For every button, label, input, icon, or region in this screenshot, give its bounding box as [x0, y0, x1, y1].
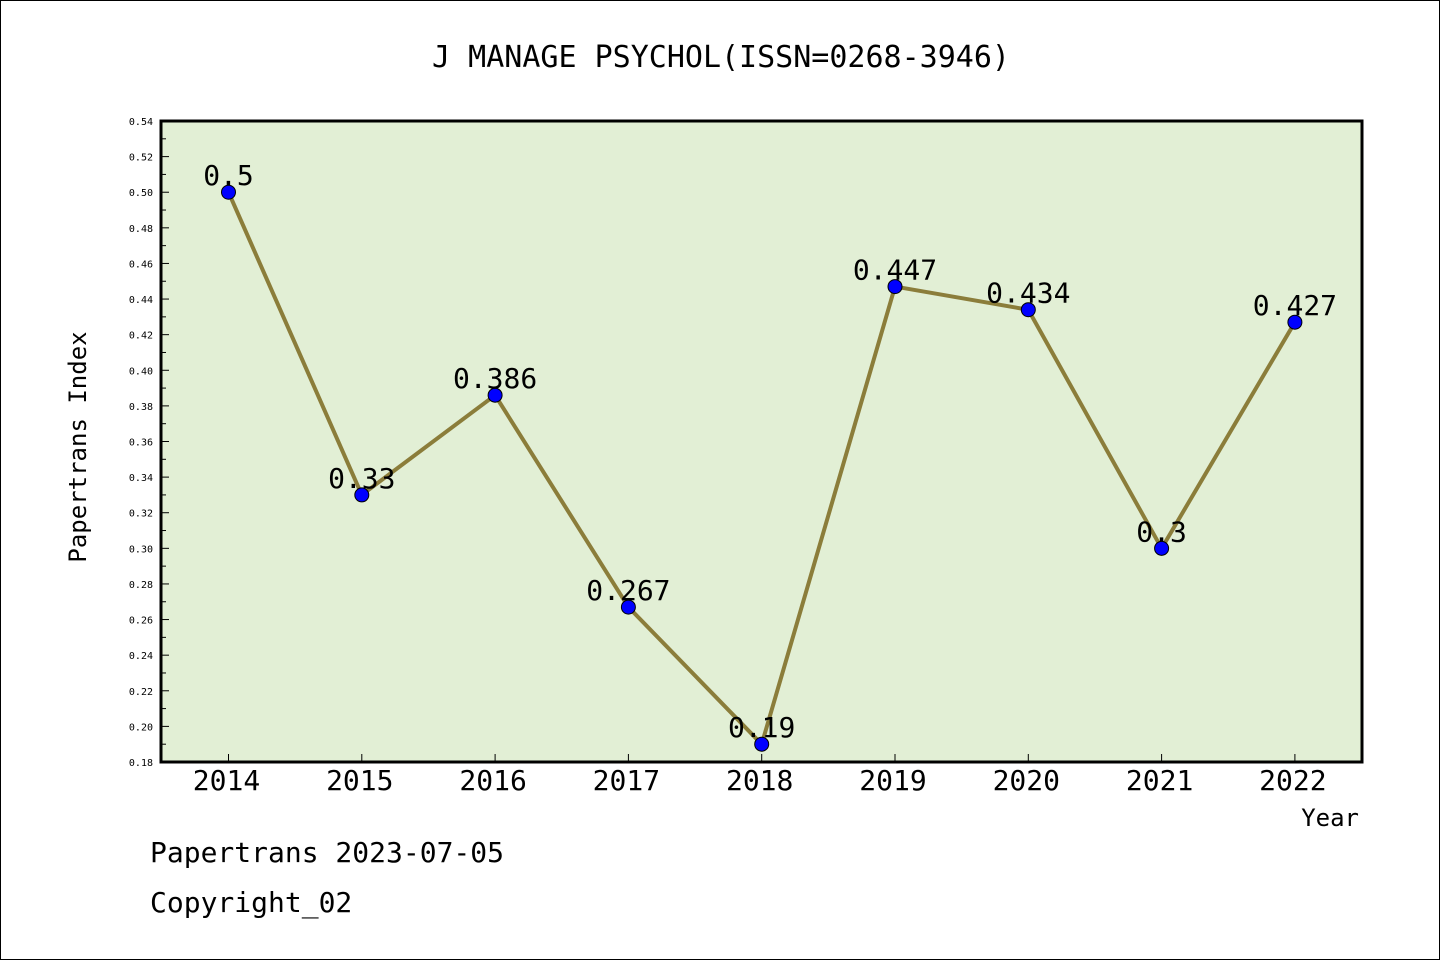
y-tick-label: 0.26 [129, 616, 153, 627]
x-tick-label: 2017 [593, 764, 660, 797]
x-tick-label: 2015 [326, 764, 393, 797]
y-tick-label: 0.24 [129, 651, 153, 662]
series-layer: 0.5 0.33 0.386 0.267 0.19 0.447 0.434 0.3 0.427 [203, 159, 1337, 752]
data-label: 0.386 [453, 362, 537, 395]
y-tick-label: 0.32 [129, 509, 153, 520]
y-tick-label: 0.50 [129, 188, 153, 199]
x-tick-label: 2014 [193, 764, 260, 797]
data-point [354, 487, 370, 503]
chart-title: J MANAGE PSYCHOL(ISSN=0268-3946) [432, 40, 1010, 75]
data-label: 0.267 [586, 574, 670, 607]
y-tick-label: 0.42 [129, 331, 153, 342]
data-point [620, 599, 636, 615]
x-tick-label: 2022 [1259, 764, 1326, 797]
y-tick-label: 0.48 [129, 224, 153, 235]
y-tick-label: 0.54 [129, 117, 153, 128]
footer-copyright: Copyright_02 [150, 886, 353, 919]
y-tick-label: 0.34 [129, 473, 153, 484]
plot-area [159, 119, 1364, 764]
y-tick-label: 0.20 [129, 722, 153, 733]
footer-date: Papertrans 2023-07-05 [150, 836, 505, 869]
y-tick-label: 0.22 [129, 687, 153, 698]
data-label: 0.434 [986, 277, 1070, 310]
y-tick-label: 0.40 [129, 366, 153, 377]
y-axis: 0.18 0.20 0.22 0.24 0.26 0.28 0.30 0.32 0.34 0.36… [129, 117, 169, 769]
x-axis: 2014 2015 2016 2017 2018 2019 2020 2021 2022 [193, 754, 1327, 797]
y-tick-label: 0.18 [129, 758, 153, 769]
y-tick-label: 0.28 [129, 580, 153, 591]
data-point [487, 387, 503, 403]
data-label: 0.33 [328, 462, 395, 495]
data-point [221, 184, 236, 200]
x-tick-label: 2016 [459, 764, 526, 797]
y-tick-label: 0.46 [129, 259, 153, 270]
data-point [1154, 540, 1170, 556]
data-point [1287, 314, 1303, 330]
x-tick-label: 2020 [993, 764, 1060, 797]
data-point [1020, 302, 1036, 318]
y-axis-label: Papertrans Index [64, 331, 92, 562]
y-tick-label: 0.38 [129, 402, 153, 413]
data-label: 0.19 [728, 711, 795, 744]
data-point [754, 736, 770, 752]
data-label: 0.5 [203, 159, 254, 192]
y-tick-label: 0.52 [129, 153, 153, 164]
y-tick-label: 0.44 [129, 295, 153, 306]
data-label: 0.447 [853, 254, 937, 287]
data-label: 0.427 [1253, 289, 1337, 322]
x-tick-label: 2018 [726, 764, 793, 797]
x-tick-label: 2019 [859, 764, 926, 797]
x-axis-label: Year [1301, 804, 1359, 832]
x-tick-label: 2021 [1126, 764, 1193, 797]
data-point [887, 279, 903, 295]
data-label: 0.3 [1136, 515, 1187, 548]
y-tick-label: 0.36 [129, 438, 153, 449]
y-tick-label: 0.30 [129, 544, 153, 555]
